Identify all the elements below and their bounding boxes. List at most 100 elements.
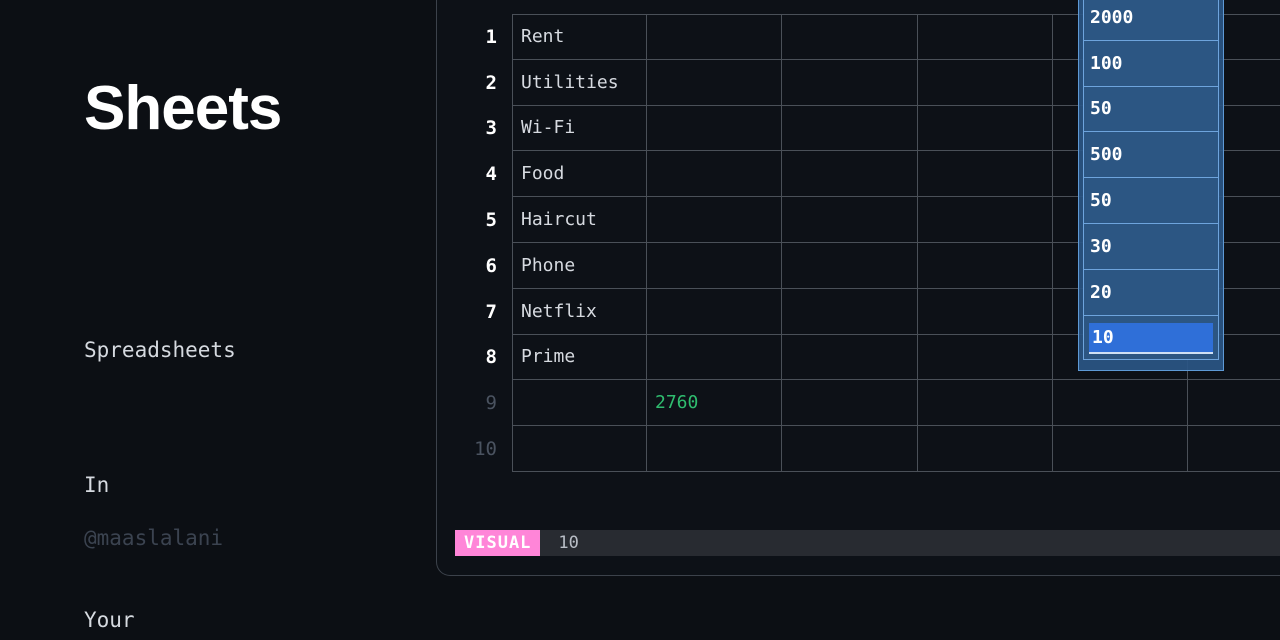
cell-b3[interactable] xyxy=(647,105,782,152)
tagline: Spreadsheets In Your Terminal. =SUM(VT50… xyxy=(84,238,286,640)
table-row[interactable]: 8 Prime xyxy=(486,334,1280,381)
row-number: 6 xyxy=(485,254,497,277)
table-row[interactable]: 6 Phone xyxy=(486,242,1280,289)
cell-c4[interactable] xyxy=(782,151,918,198)
cell-d10[interactable] xyxy=(918,426,1053,472)
cell-c1[interactable] xyxy=(782,14,918,60)
cell-d1[interactable] xyxy=(918,14,1053,60)
row-number: 5 xyxy=(485,209,497,232)
cell-b2[interactable] xyxy=(647,59,782,106)
table-row[interactable]: 10 xyxy=(474,426,1280,472)
row-number: 3 xyxy=(485,117,497,140)
table-row[interactable]: 1 Rent xyxy=(486,14,1280,60)
table-row[interactable]: 3 Wi-Fi xyxy=(486,105,1280,152)
table-row[interactable]: 5 Haircut xyxy=(486,197,1280,243)
cell-f1[interactable] xyxy=(1188,14,1280,60)
cell-d4[interactable] xyxy=(918,151,1053,198)
cell-f5[interactable] xyxy=(1188,197,1280,243)
cell-d8[interactable] xyxy=(918,334,1053,381)
cell-d3[interactable] xyxy=(918,105,1053,152)
cell-value: Utilities xyxy=(521,71,619,93)
table-row[interactable]: 9 2760 xyxy=(486,380,1280,427)
terminal-panel: 1 Rent 2 Utilities xyxy=(436,0,1280,576)
cell-value: Rent xyxy=(521,26,565,48)
cell-f8[interactable] xyxy=(1188,335,1280,381)
cell-value: Phone xyxy=(521,254,576,276)
page-title: Sheets xyxy=(84,74,282,143)
cell-f6[interactable] xyxy=(1188,243,1280,289)
status-value: 10 xyxy=(558,533,579,553)
cell-e5[interactable] xyxy=(1053,197,1188,243)
cell-b1[interactable] xyxy=(647,14,782,60)
cell-b4[interactable] xyxy=(647,151,782,198)
cell-b9[interactable]: 2760 xyxy=(647,380,782,427)
cell-e1[interactable] xyxy=(1053,14,1188,60)
cell-e7[interactable] xyxy=(1053,288,1188,335)
table-row[interactable]: 2 Utilities xyxy=(486,59,1280,106)
cell-f4[interactable] xyxy=(1188,151,1280,198)
tagline-line-2: In xyxy=(84,473,110,497)
author-handle: @maaslalani xyxy=(84,526,224,550)
cell-a6[interactable]: Phone xyxy=(512,242,647,289)
cell-c10[interactable] xyxy=(782,426,918,472)
cell-f9[interactable] xyxy=(1188,380,1280,427)
status-bar: VISUAL 10 xyxy=(455,530,1280,556)
cell-a10[interactable] xyxy=(512,426,647,472)
sum-value: 2760 xyxy=(655,392,699,414)
cell-a1[interactable]: Rent xyxy=(512,14,647,60)
cell-f2[interactable] xyxy=(1188,60,1280,106)
row-number: 9 xyxy=(485,392,497,415)
table-row[interactable]: 7 Netflix xyxy=(486,288,1280,335)
cell-d7[interactable] xyxy=(918,288,1053,335)
table-row[interactable]: 4 Food xyxy=(486,151,1280,198)
cell-e8[interactable] xyxy=(1053,334,1188,381)
cell-value: Wi-Fi xyxy=(521,117,576,139)
cell-value: Food xyxy=(521,163,565,185)
cell-a8[interactable]: Prime xyxy=(512,334,647,381)
cell-c3[interactable] xyxy=(782,105,918,152)
cell-f7[interactable] xyxy=(1188,289,1280,335)
spreadsheet-grid[interactable]: 1 Rent 2 Utilities xyxy=(474,14,1280,472)
row-number: 8 xyxy=(485,346,497,369)
cell-b5[interactable] xyxy=(647,197,782,243)
cell-c8[interactable] xyxy=(782,334,918,381)
cell-d5[interactable] xyxy=(918,197,1053,243)
cell-c7[interactable] xyxy=(782,288,918,335)
tagline-line-3: Your xyxy=(84,608,135,632)
cell-value: Prime xyxy=(521,346,576,368)
cell-d2[interactable] xyxy=(918,59,1053,106)
cell-c5[interactable] xyxy=(782,197,918,243)
cell-e10[interactable] xyxy=(1053,426,1188,472)
cell-a3[interactable]: Wi-Fi xyxy=(512,105,647,152)
cell-b8[interactable] xyxy=(647,334,782,381)
branding-panel: Sheets Spreadsheets In Your Terminal. =S… xyxy=(0,0,436,640)
cell-e4[interactable] xyxy=(1053,151,1188,198)
row-number: 7 xyxy=(485,300,497,323)
cell-c9[interactable] xyxy=(782,380,918,427)
cell-c2[interactable] xyxy=(782,59,918,106)
cell-f10[interactable] xyxy=(1188,426,1280,472)
cell-a2[interactable]: Utilities xyxy=(512,59,647,106)
cell-e9[interactable] xyxy=(1053,380,1188,427)
cell-b7[interactable] xyxy=(647,288,782,335)
cell-a7[interactable]: Netflix xyxy=(512,288,647,335)
cell-e6[interactable] xyxy=(1053,242,1188,289)
cell-e3[interactable] xyxy=(1053,105,1188,152)
cell-d9[interactable] xyxy=(918,380,1053,427)
cell-d6[interactable] xyxy=(918,242,1053,289)
row-number: 2 xyxy=(485,71,497,94)
cell-value: Netflix xyxy=(521,300,597,322)
cell-b10[interactable] xyxy=(647,426,782,472)
cell-a5[interactable]: Haircut xyxy=(512,197,647,243)
cell-c6[interactable] xyxy=(782,242,918,289)
cell-e2[interactable] xyxy=(1053,59,1188,106)
tagline-line-1: Spreadsheets xyxy=(84,338,236,362)
cell-b6[interactable] xyxy=(647,242,782,289)
row-number: 10 xyxy=(474,438,497,461)
cell-a9[interactable] xyxy=(512,380,647,427)
row-number: 1 xyxy=(485,25,497,48)
cell-a4[interactable]: Food xyxy=(512,151,647,198)
spreadsheet[interactable]: 1 Rent 2 Utilities xyxy=(437,0,1280,490)
cell-f3[interactable] xyxy=(1188,106,1280,152)
